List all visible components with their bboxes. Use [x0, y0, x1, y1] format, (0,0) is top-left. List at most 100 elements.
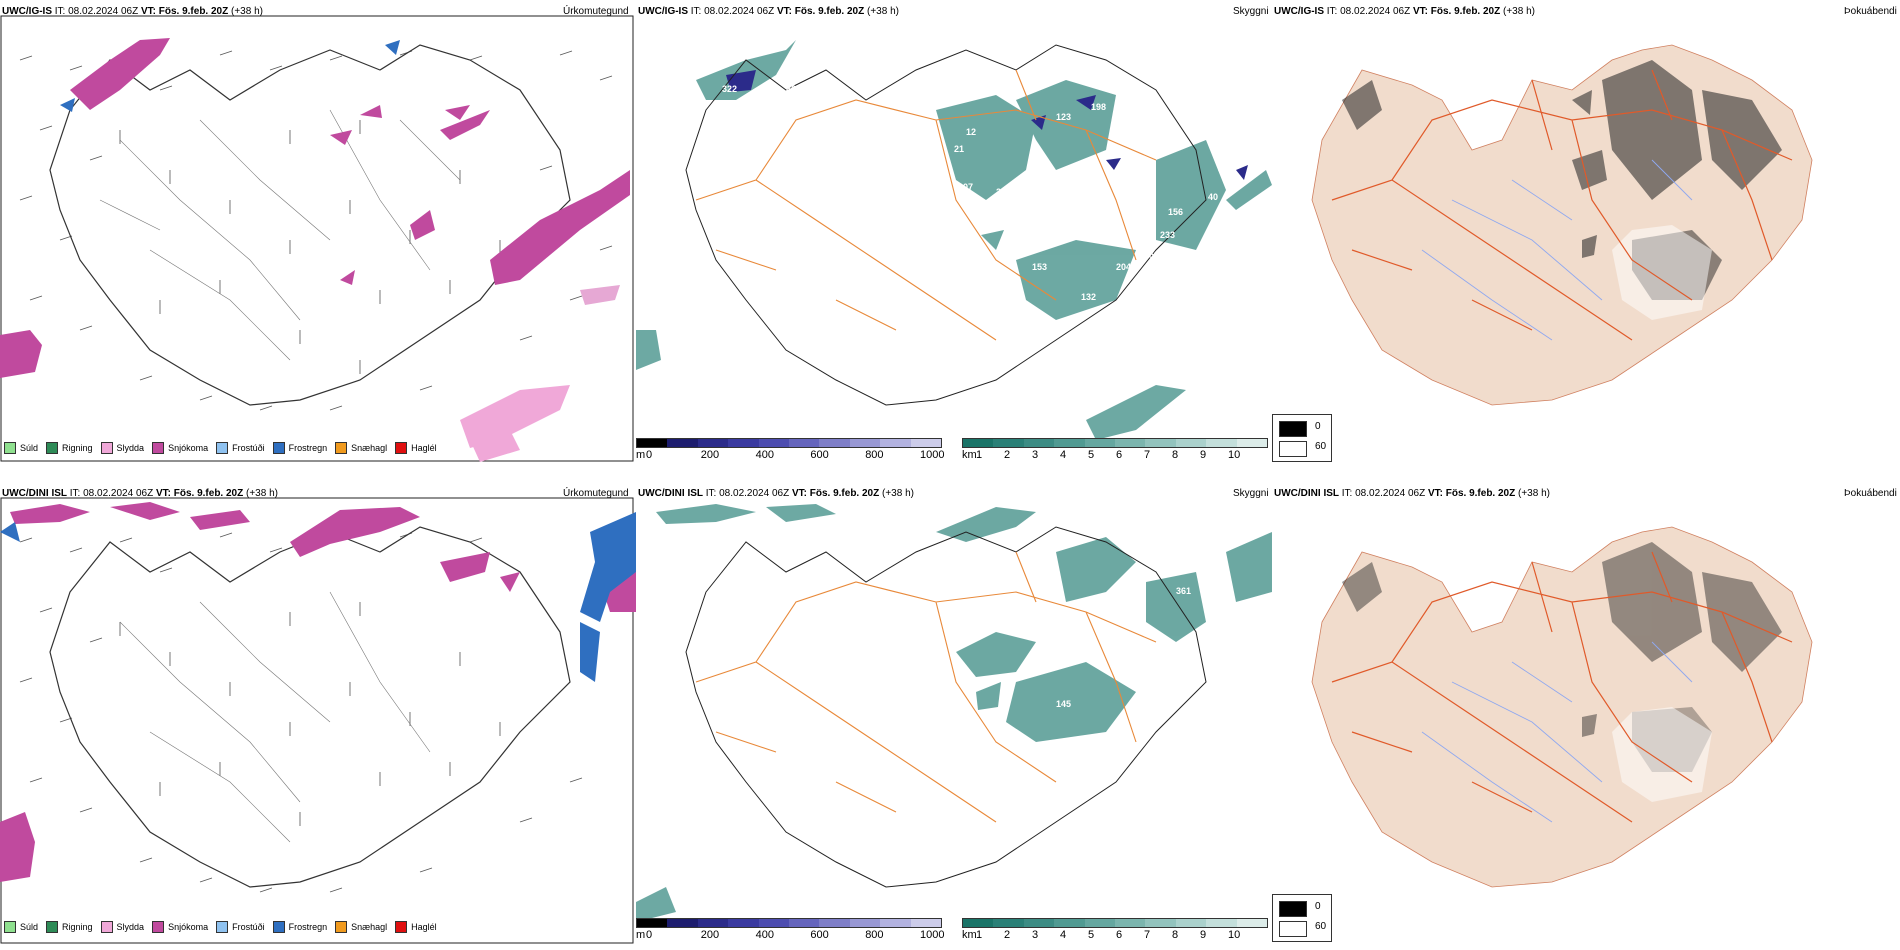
- colorbar-segment: [1145, 439, 1176, 447]
- it-value: 08.02.2024 06Z: [1340, 6, 1411, 17]
- colorbar-segment: [637, 439, 668, 447]
- rivers: [1421, 159, 1693, 341]
- colorbar-tick: 0: [646, 449, 653, 461]
- legend-label: Snæhagl: [351, 443, 388, 453]
- precip-legend: Súld Rigning Slydda Snjókoma Frostúði Frostre…: [4, 441, 445, 455]
- colorbar-segment: [697, 919, 729, 927]
- legend-label: Frostregn: [288, 443, 328, 453]
- colorbar-tick: 600: [810, 449, 829, 461]
- it-label: IT:: [1326, 6, 1338, 17]
- it-label: IT:: [705, 488, 717, 499]
- fog-legend-label-0: 0: [1315, 901, 1321, 912]
- colorbar-segment: [1145, 919, 1176, 927]
- colorbar-segment: [728, 919, 759, 927]
- legend-swatch: [395, 442, 408, 454]
- fog-index-panel-ig: UWC/IG-IS IT: 08.02.2024 06Z VT: Fös. 9.…: [1272, 0, 1900, 472]
- it-value: 08.02.2024 06Z: [704, 6, 775, 17]
- wind-barbs: [19, 532, 583, 893]
- legend-item: Súld: [4, 442, 38, 454]
- colorbar-segment: [910, 439, 942, 447]
- snow-areas: [0, 502, 636, 882]
- colorbar-segment: [993, 919, 1024, 927]
- colorbar-tick: 5: [1088, 929, 1095, 941]
- colorbar-segment: [697, 439, 729, 447]
- vis-label: 86: [786, 84, 796, 94]
- colorbar-segment: [1175, 439, 1207, 447]
- colorbar-tick: 9: [1200, 929, 1207, 941]
- colorbar-tick: 2: [1004, 449, 1011, 461]
- vis-label: 204: [1116, 262, 1131, 272]
- iceland-outline: [685, 526, 1207, 888]
- panel-title: Skyggni: [1233, 6, 1269, 17]
- vis-label: 252: [948, 714, 963, 724]
- colorbar-tick: 7: [1144, 449, 1151, 461]
- legend-label: Slydda: [116, 922, 145, 932]
- colorbar-segment: [1206, 919, 1237, 927]
- snow-areas: [0, 38, 630, 462]
- legend-swatch: [272, 442, 285, 454]
- fog-legend-swatch-60: [1279, 921, 1307, 937]
- colorbar-segment: [667, 439, 698, 447]
- lead-time: (+38 h): [1503, 6, 1535, 17]
- vis-label: 21: [954, 144, 964, 154]
- fog-legend: 0 60: [1272, 414, 1332, 462]
- model-name: UWC/IG-IS: [638, 6, 688, 17]
- panel-title: Úrkomutegund: [563, 488, 629, 499]
- colorbar-segment: [819, 439, 850, 447]
- colorbar-unit: m: [636, 449, 646, 461]
- vis-label: 123: [1056, 112, 1071, 122]
- vis-label: 207: [958, 182, 973, 192]
- road-network: [1331, 69, 1793, 341]
- colorbar-tick: 400: [755, 929, 774, 941]
- colorbar-tick: 4: [1060, 929, 1067, 941]
- model-name: UWC/DINI ISL: [2, 488, 67, 499]
- iceland-land: [1311, 526, 1813, 888]
- vis-km-ticks: km 1 2 3 4 5 6 7 8 9 10: [962, 929, 1266, 943]
- colorbar-tick: 1000: [920, 449, 945, 461]
- colorbar-tick: 600: [810, 929, 829, 941]
- legend-label: Súld: [20, 443, 39, 453]
- vt-value: Fös. 9.feb. 20Z: [158, 6, 229, 17]
- legend-swatch: [335, 442, 348, 454]
- vis-label: 321: [1218, 164, 1233, 174]
- wind-barbs: [19, 50, 613, 411]
- legend-swatch: [46, 921, 59, 933]
- colorbar-tick: 8: [1172, 449, 1179, 461]
- legend-label: Snæhagl: [351, 922, 388, 932]
- vis-label: 233: [1160, 230, 1175, 240]
- panel-title: Úrkomutegund: [563, 6, 629, 17]
- colorbar-segment: [993, 439, 1024, 447]
- vis-label: 132: [1081, 292, 1096, 302]
- colorbar-segment: [1054, 919, 1085, 927]
- colorbar-tick: 6: [1116, 929, 1123, 941]
- legend-swatch: [4, 442, 16, 454]
- lead-time: (+38 h): [246, 488, 278, 499]
- freezing-rain-areas: [60, 40, 400, 112]
- legend-item: Slydda: [100, 921, 145, 933]
- vis-label: 223: [1136, 230, 1151, 240]
- lead-time: (+38 h): [867, 6, 899, 17]
- colorbar-tick: 6: [1116, 449, 1123, 461]
- road-network: [695, 69, 1157, 341]
- vis-value-labels: 322 86 12 21 207 267 236 156 233 223 459…: [722, 84, 1233, 302]
- colorbar-tick: 4: [1060, 449, 1067, 461]
- colorbar-segment: [1206, 439, 1237, 447]
- low-vis-areas: [636, 504, 1272, 922]
- legend-swatch: [272, 921, 285, 933]
- legend-label: Slydda: [116, 443, 145, 453]
- legend-label: Rigning: [62, 443, 93, 453]
- visibility-panel-ig: UWC/IG-IS IT: 08.02.2024 06Z VT: Fös. 9.…: [636, 0, 1272, 472]
- legend-swatch: [100, 921, 113, 933]
- visibility-panel-dini: UWC/DINI ISL IT: 08.02.2024 06Z VT: Fös.…: [636, 482, 1272, 950]
- vis-label: 43: [1116, 759, 1126, 769]
- colorbar-segment: [758, 439, 790, 447]
- vis-label: 158: [1136, 624, 1151, 634]
- iceland-outline: [685, 44, 1207, 406]
- vt-label: VT:: [791, 488, 807, 499]
- precip-type-map: [0, 15, 634, 462]
- legend-item: Snæhagl: [335, 442, 387, 454]
- vis-label: 145: [1056, 699, 1071, 709]
- it-label: IT:: [1341, 488, 1353, 499]
- colorbar-segment: [758, 919, 790, 927]
- iceland-outline: [49, 44, 571, 406]
